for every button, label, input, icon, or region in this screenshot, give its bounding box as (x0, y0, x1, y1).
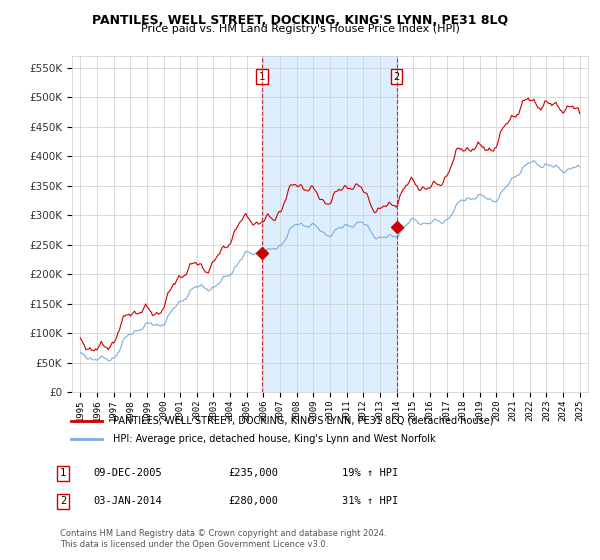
Text: £235,000: £235,000 (228, 468, 278, 478)
Text: 1: 1 (60, 468, 66, 478)
Text: PANTILES, WELL STREET, DOCKING, KING'S LYNN, PE31 8LQ: PANTILES, WELL STREET, DOCKING, KING'S L… (92, 14, 508, 27)
Text: 19% ↑ HPI: 19% ↑ HPI (342, 468, 398, 478)
Text: £280,000: £280,000 (228, 496, 278, 506)
Text: 09-DEC-2005: 09-DEC-2005 (93, 468, 162, 478)
Text: Price paid vs. HM Land Registry's House Price Index (HPI): Price paid vs. HM Land Registry's House … (140, 24, 460, 34)
Bar (262, 56, 397, 392)
Text: HPI: Average price, detached house, King's Lynn and West Norfolk: HPI: Average price, detached house, King… (113, 434, 436, 444)
Text: 03-JAN-2014: 03-JAN-2014 (93, 496, 162, 506)
Text: 1: 1 (259, 72, 265, 82)
Text: 2: 2 (394, 72, 400, 82)
Text: PANTILES, WELL STREET, DOCKING, KING'S LYNN, PE31 8LQ (detached house): PANTILES, WELL STREET, DOCKING, KING'S L… (113, 416, 493, 426)
Text: Contains HM Land Registry data © Crown copyright and database right 2024.
This d: Contains HM Land Registry data © Crown c… (60, 529, 386, 549)
Text: 31% ↑ HPI: 31% ↑ HPI (342, 496, 398, 506)
Text: 2: 2 (60, 496, 66, 506)
